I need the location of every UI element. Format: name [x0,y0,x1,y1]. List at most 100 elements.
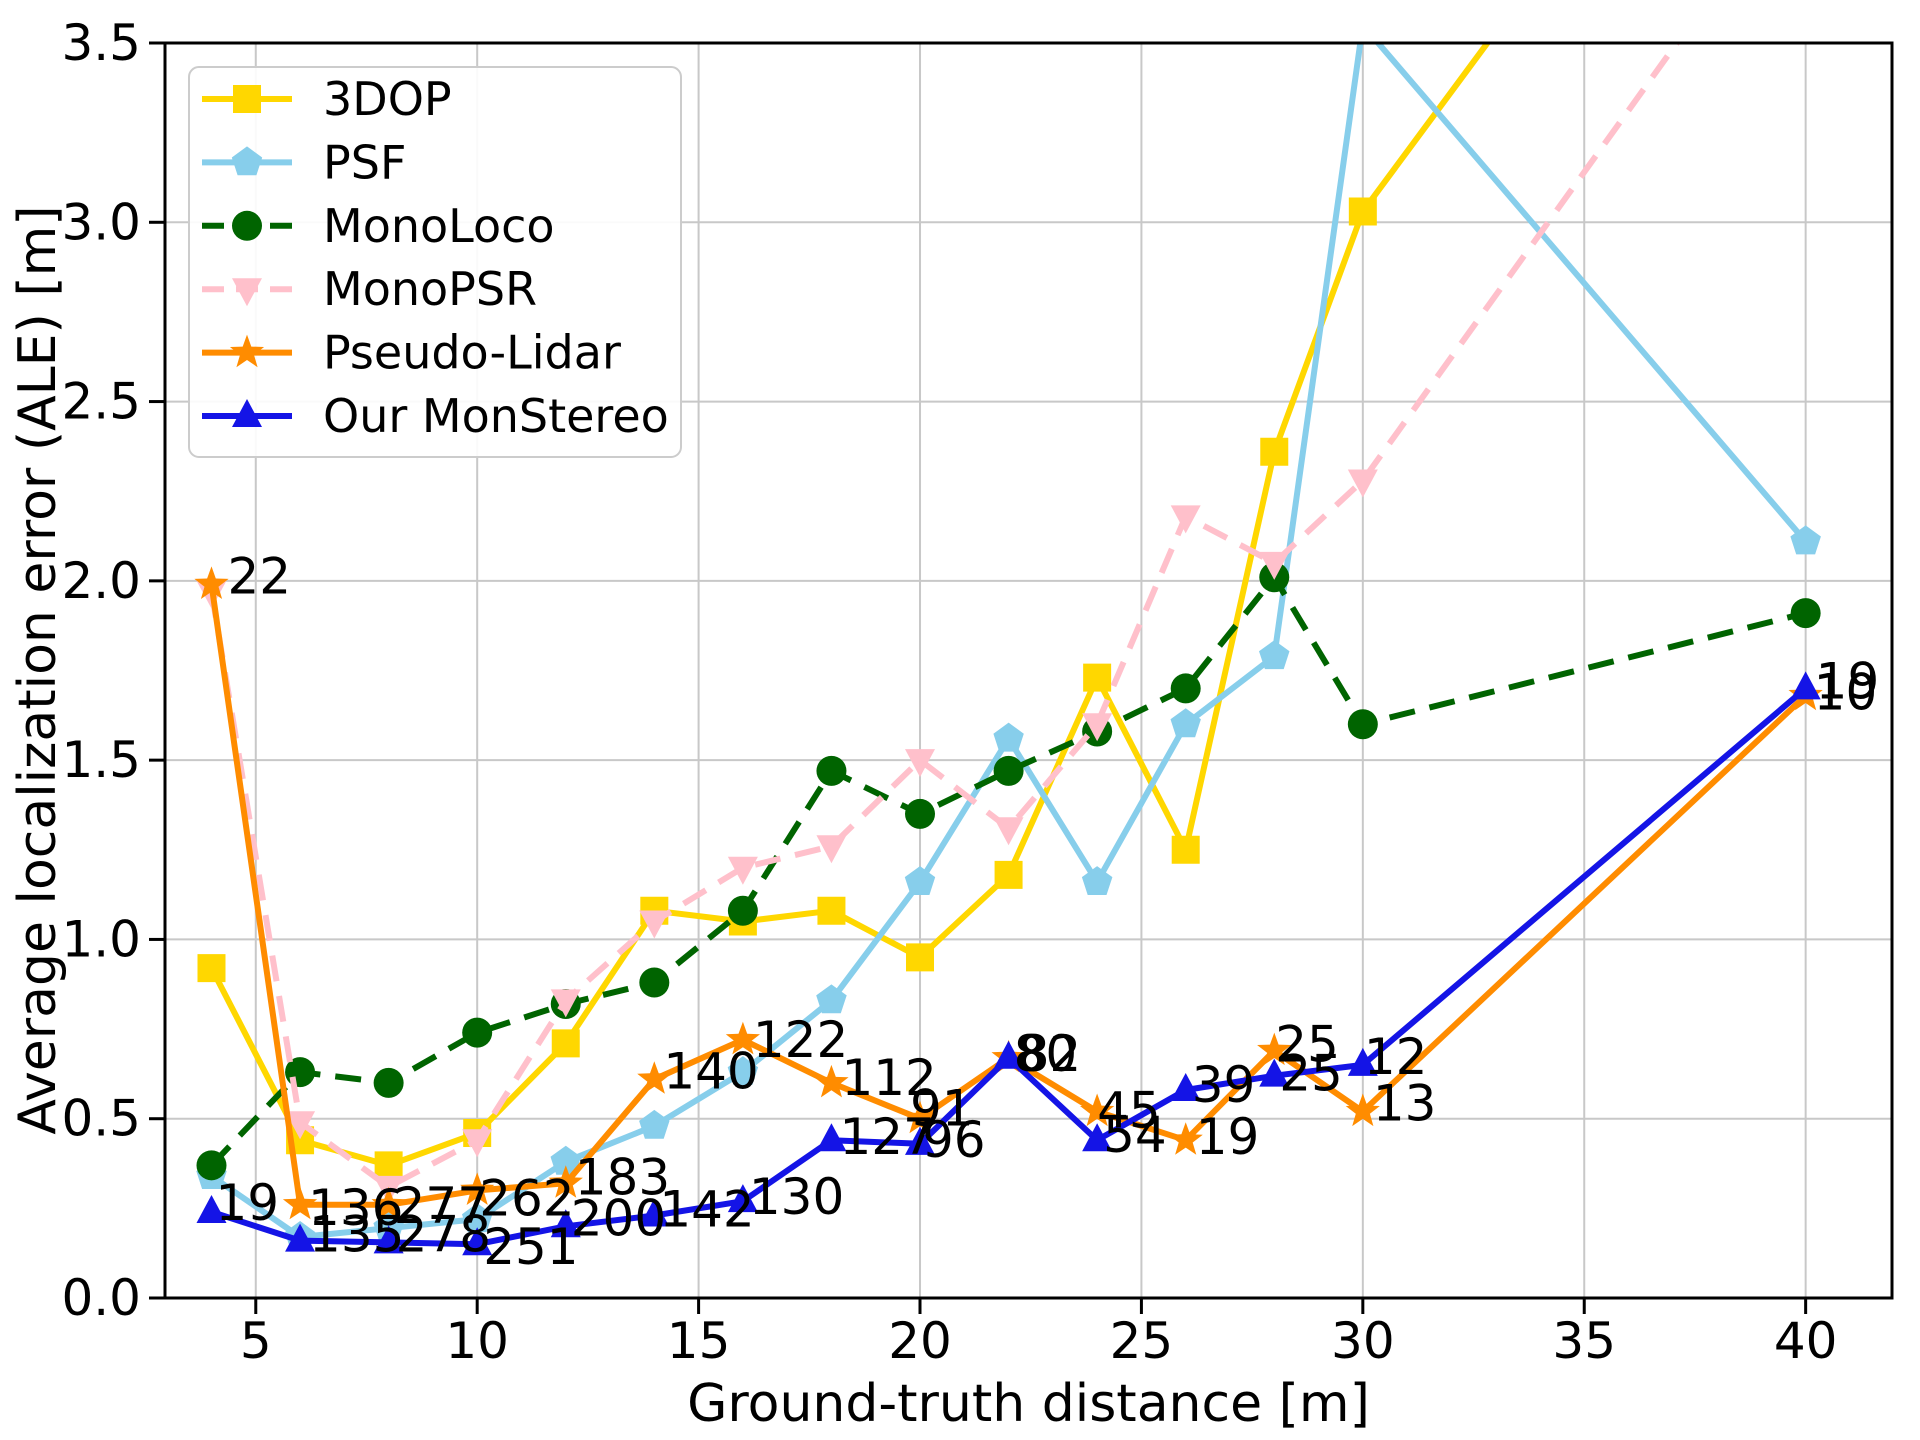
count-annotation: 39 [1192,1056,1256,1114]
count-annotation: 10 [1814,664,1878,722]
count-annotation: 130 [749,1168,844,1226]
count-annotation: 183 [575,1148,670,1206]
legend-item-monoloco: MonoLoco [202,199,555,253]
y-tick-label: 0.5 [61,1090,141,1148]
triangle-down-marker [1082,713,1113,742]
pentagon-marker [231,146,263,176]
star-marker [460,1172,495,1205]
circle-marker [196,1150,227,1181]
y-tick-label: 1.5 [61,731,141,789]
legend-label: Our MonStereo [323,389,669,443]
pentagon-marker [1259,640,1290,670]
triangle-down-marker [993,817,1024,846]
circle-marker [1790,598,1821,629]
count-annotation: 91 [910,1080,974,1138]
triangle-up-marker [639,1198,670,1227]
pentagon-marker [904,866,936,895]
legend-label: MonoLoco [323,199,555,253]
circle-marker [816,755,847,786]
legend-label: 3DOP [323,72,452,126]
circle-marker [639,967,670,998]
triangle-down-marker [1347,469,1378,498]
count-annotation: 22 [227,547,291,605]
triangle-up-marker [993,1040,1024,1069]
square-marker [197,954,226,983]
pentagon-marker [727,1056,759,1085]
triangle-up-marker [373,1225,404,1254]
circle-marker [462,1017,493,1048]
count-annotation: 19 [1816,652,1880,710]
square-marker [374,1151,403,1180]
triangle-up-marker [1347,1047,1378,1076]
circle-marker [727,895,758,926]
count-annotation: 277 [394,1177,489,1235]
triangle-down-marker [550,989,581,1018]
square-marker [551,1029,580,1058]
pentagon-marker [1348,9,1378,38]
x-tick-label: 5 [240,1312,272,1370]
axes-spines [163,41,1894,1300]
legend-label: PSF [323,135,406,189]
count-annotation: 112 [841,1049,936,1107]
y-tick-label: 2.0 [61,552,141,610]
star-marker [1257,1032,1292,1066]
star-marker [1168,1122,1203,1155]
square-marker [1348,197,1377,226]
count-annotation: 25 [1275,1016,1339,1074]
triangle-down-marker [285,1111,316,1140]
pentagon-marker [639,1109,670,1139]
count-annotation: 82 [1018,1025,1082,1083]
count-annotation: 45 [1097,1082,1161,1140]
count-annotation: 278 [396,1205,491,1263]
triangle-down-marker [816,835,847,864]
triangle-up-marker [550,1209,581,1238]
count-annotation: 13 [1373,1075,1437,1133]
star-marker [371,1186,406,1220]
square-marker [233,85,261,113]
legend-label: MonoPSR [323,262,537,316]
count-annotation: 80 [1014,1025,1078,1083]
triangle-down-marker [1170,505,1201,534]
count-annotation: 25 [1279,1045,1343,1103]
triangle-down-marker [462,1129,493,1158]
triangle-up-marker [816,1123,847,1152]
series-pseudo-lidar [194,566,1823,1220]
count-annotation: 19 [215,1174,279,1232]
star-marker [725,1021,760,1055]
series-our-monstereo [196,671,1821,1256]
legend-item-pseudo-lidar: Pseudo-Lidar [202,326,621,380]
x-tick-label: 15 [667,1312,731,1370]
square-marker [1083,663,1112,692]
count-annotation: 142 [659,1181,754,1239]
y-axis-title: Average localization error (ALE) [m] [8,205,68,1135]
triangle-up-marker [727,1184,758,1213]
star-marker [902,1100,938,1134]
count-annotation: 122 [753,1011,848,1069]
star-marker [1080,1093,1115,1127]
star-marker [814,1064,849,1098]
square-marker [1171,835,1200,864]
legend-item-3dop: 3DOP [202,72,452,126]
square-marker [994,860,1023,889]
legend-item-psf: PSF [202,135,406,189]
square-marker [906,943,935,972]
star-marker [282,1186,318,1220]
count-annotation: 135 [309,1206,404,1264]
count-annotation: 12 [1364,1028,1428,1086]
legend-item-our-monstereo: Our MonStereo [202,389,669,443]
triangle-down-marker [905,749,936,778]
pentagon-marker [816,984,847,1014]
triangle-up-marker [905,1126,936,1155]
pentagon-marker [462,1203,493,1233]
count-annotation: 200 [571,1189,666,1247]
y-tick-label: 1.0 [61,910,141,968]
star-marker [637,1061,672,1094]
circle-marker [232,210,262,241]
circle-marker [1347,709,1378,740]
circle-marker [905,798,936,829]
x-tick-label: 10 [445,1312,509,1370]
square-marker [817,896,846,925]
legend-item-monopsr: MonoPSR [202,262,537,316]
triangle-down-marker [639,910,670,939]
